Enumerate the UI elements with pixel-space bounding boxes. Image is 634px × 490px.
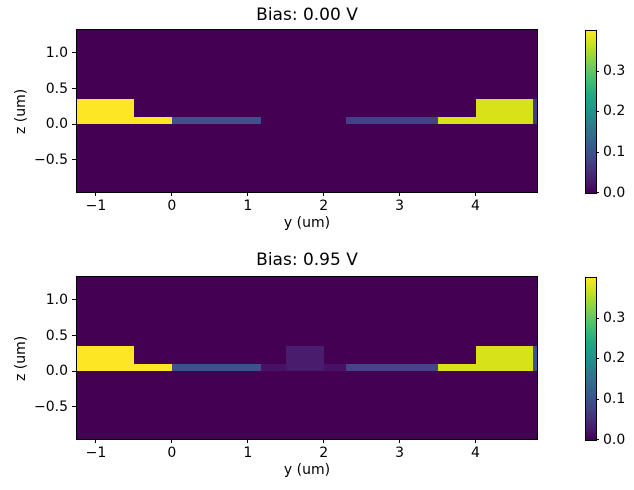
colorbar-tick-label: 0.1 [603,391,626,408]
x-tick [399,192,401,196]
heatmap-region [475,99,533,125]
colorbar-tick [596,358,599,360]
y-tick-label: −0.5 [34,398,68,415]
heatmap-region [133,364,172,372]
heatmap-region [532,99,537,125]
plot-title: Bias: 0.95 V [256,250,358,270]
heatmap-mesh [77,30,537,192]
heatmap-region [171,117,262,125]
heatmap-region [532,346,537,372]
y-tick-label: 0.0 [45,363,68,380]
heatmap-region [285,346,324,372]
heatmap-region [77,99,134,125]
x-tick [323,439,325,443]
x-tick-label: 3 [395,445,405,461]
colorbar-tick [596,192,599,193]
y-axis-label: z (um) [13,335,29,381]
x-tick [171,439,173,443]
colorbar-tick [596,439,599,440]
x-tick-label: −1 [85,445,107,461]
heatmap-region [346,117,438,125]
x-tick [247,192,249,196]
y-tick [72,299,76,301]
x-tick [171,192,173,196]
colorbar-tick-label: 0.3 [603,309,626,326]
y-tick [72,52,76,54]
y-tick [72,335,76,337]
x-tick-label: 1 [243,198,253,214]
y-tick [72,159,76,161]
x-axis-label: y (um) [283,462,331,478]
y-tick-label: −0.5 [34,151,68,168]
x-tick-label: 4 [471,445,480,461]
y-tick [72,88,76,90]
x-tick-label: 0 [167,445,177,461]
heatmap-region [346,364,438,372]
x-tick [399,439,401,443]
y-tick-label: 0.5 [45,327,68,344]
heatmap-mesh [77,277,537,439]
colorbar: 0.0 0.1 0.2 0.3 [585,277,625,448]
x-tick [95,439,97,443]
x-tick [323,192,325,196]
colorbar-tick [596,399,599,401]
heatmap-region [437,364,476,372]
y-tick-label: 0.5 [45,80,68,97]
x-tick [95,192,97,196]
colorbar-gradient [586,31,596,193]
x-tick-label: 2 [319,198,329,214]
colorbar-tick-label: 0.0 [603,432,626,448]
heatmap-region [475,346,533,372]
colorbar: 0.0 0.1 0.2 0.3 [585,30,625,201]
x-tick [475,192,476,196]
colorbar-tick [596,152,599,154]
x-axis-label: y (um) [283,215,331,231]
colorbar-tick-label: 0.0 [603,185,626,201]
y-tick-label: 0.0 [45,116,68,133]
heatmap-region [77,346,134,372]
heatmap-region [437,117,476,125]
x-tick-label: 1 [243,445,253,461]
x-tick-label: 3 [395,198,405,214]
colorbar-tick [596,317,599,319]
colorbar-tick-label: 0.3 [603,62,626,79]
colorbar-tick [596,111,599,113]
x-tick-label: −1 [85,198,107,214]
y-tick [72,370,76,372]
y-tick-label: 1.0 [45,291,68,308]
plot-area: z (um) −1 0 1 2 3 4 1.0 0.5 0.0 −0.5 [13,276,538,461]
y-tick-label: 1.0 [45,44,68,61]
x-tick [247,439,249,443]
colorbar-tick-label: 0.2 [603,350,626,367]
x-tick [475,439,476,443]
y-tick [72,123,76,125]
x-tick-label: 4 [471,198,480,214]
plot-title: Bias: 0.00 V [256,5,358,25]
x-tick-label: 2 [319,445,329,461]
y-tick [72,406,76,408]
colorbar-gradient [586,278,596,440]
colorbar-tick [596,70,599,72]
heatmap-region [133,117,172,125]
colorbar-tick-label: 0.2 [603,103,626,120]
x-tick-label: 0 [167,198,177,214]
heatmap-region [171,364,262,372]
colorbar-tick-label: 0.1 [603,144,626,161]
plot-area: z (um) −1 0 1 2 3 4 1.0 0.5 0.0 −0.5 [13,29,538,214]
